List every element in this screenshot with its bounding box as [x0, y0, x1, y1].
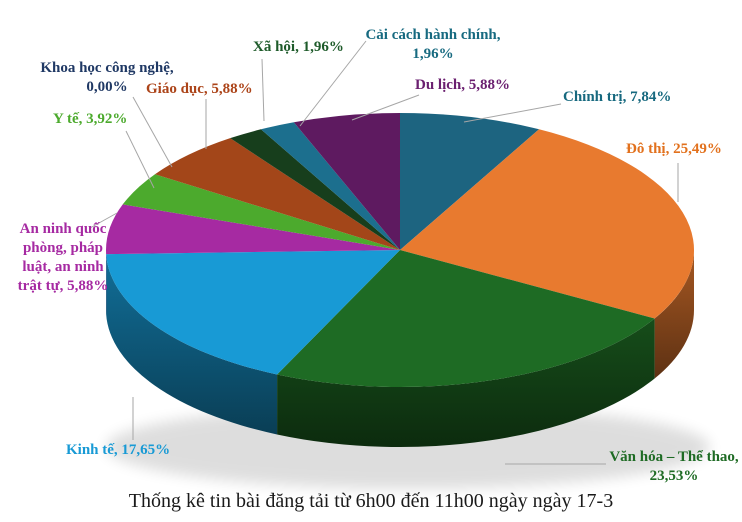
pie-slice-giao-duc [154, 138, 400, 250]
pie-slice-an-ninh [106, 204, 401, 255]
label-chinh-tri: Chính trị, 7,84% [563, 89, 672, 105]
label-y-te: Y tế, 3,92% [53, 111, 128, 127]
leader-line-khcn [132, 96, 173, 168]
leader-line-chinh-tri [463, 103, 562, 123]
pie-slice-cai-cach [260, 122, 400, 250]
pie-slice-du-lich [293, 113, 400, 250]
pie-side-van-hoa [277, 318, 655, 448]
label-cai-cach: Cải cách hành chính, 1,96% [365, 27, 501, 62]
pie-slice-y-te [122, 174, 400, 250]
pie-slice-do-thi [400, 129, 695, 319]
pie-slice-kinh-te [106, 250, 400, 375]
pie-slice-van-hoa [277, 250, 655, 388]
label-kinh-te: Kinh tế, 17,65% [66, 442, 171, 458]
pie-side-kinh-te [106, 254, 278, 435]
leader-line-cai-cach [299, 40, 367, 127]
pie-side-do-thi [654, 250, 694, 379]
label-an-ninh: An ninh quốc phòng, pháp luật, an ninh trật… [17, 221, 109, 294]
label-van-hoa: Văn hóa – Thể thao, 23,53% [609, 449, 739, 484]
label-do-thi: Đô thị, 25,49% [626, 141, 722, 157]
label-khcn: Khoa học công nghệ, 0,00% [40, 60, 174, 95]
label-giao-duc: Giáo dục, 5,88% [146, 81, 253, 97]
label-du-lich: Du lịch, 5,88% [415, 77, 511, 93]
label-xa-hoi: Xã hội, 1,96% [253, 39, 344, 55]
pie-slice-chinh-tri [400, 113, 540, 250]
pie-slice-xa-hoi [230, 129, 400, 250]
leader-line-xa-hoi [261, 58, 265, 122]
leader-line-y-te [125, 130, 155, 189]
chart-title: Thống kê tin bài đăng tải từ 6h00 đến 11… [128, 490, 614, 512]
leader-line-an-ninh [89, 212, 118, 229]
leader-line-du-lich [351, 94, 420, 121]
